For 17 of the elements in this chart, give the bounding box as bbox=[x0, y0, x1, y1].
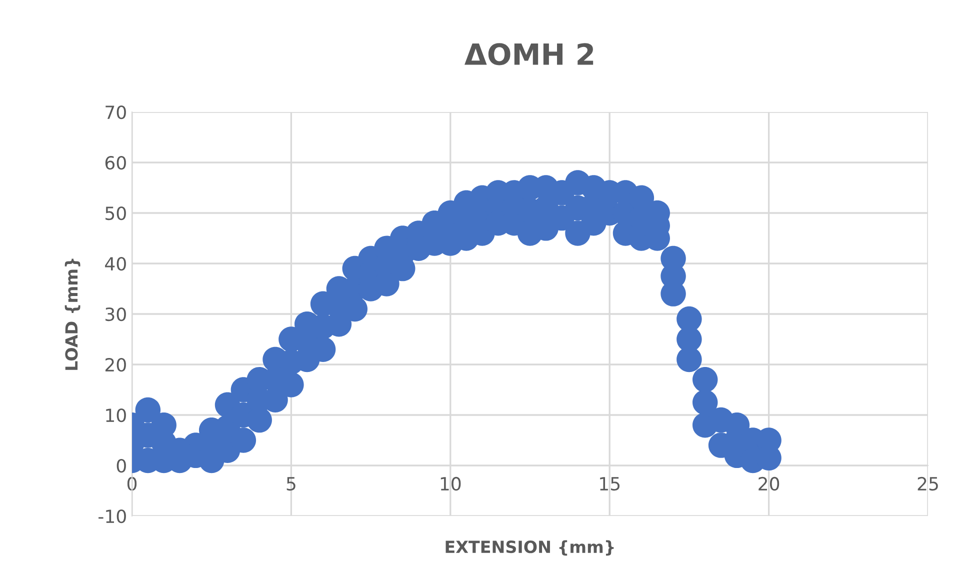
y-tick-label: 60 bbox=[105, 156, 126, 170]
x-tick-label: 25 bbox=[918, 476, 938, 491]
x-tick-label: 15 bbox=[600, 477, 620, 491]
x-tick-label: 5 bbox=[286, 477, 296, 491]
y-tick-label: 70 bbox=[106, 105, 126, 120]
y-tick-label: 30 bbox=[106, 307, 126, 322]
chart-title: ΔΟΜΗ 2 bbox=[464, 43, 594, 66]
y-tick-label: 20 bbox=[105, 358, 126, 372]
x-tick-label: 10 bbox=[440, 476, 461, 491]
x-axis-title: EXTENSION {mm} bbox=[446, 540, 614, 556]
y-tick-label: -10 bbox=[98, 509, 126, 524]
y-tick-label: 50 bbox=[106, 206, 126, 220]
y-tick-label: 0 bbox=[116, 458, 126, 473]
y-axis-title: LOAD {mm} bbox=[64, 258, 80, 370]
y-tick-label: 10 bbox=[106, 408, 126, 422]
y-tick-label: 40 bbox=[105, 256, 126, 271]
x-tick-label: 20 bbox=[758, 476, 780, 491]
